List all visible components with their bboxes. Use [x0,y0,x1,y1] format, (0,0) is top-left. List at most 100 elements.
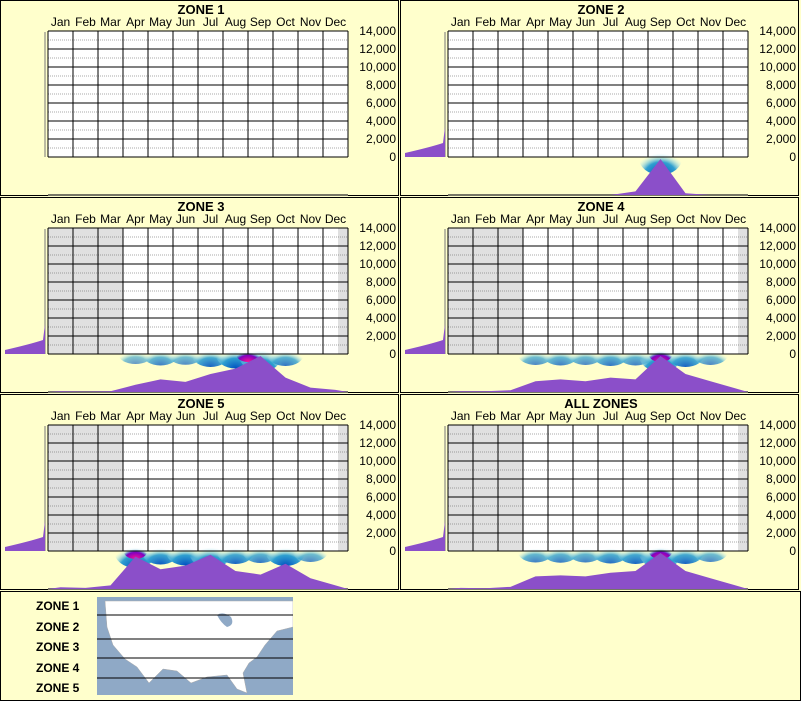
month-label: Sep [649,409,672,423]
y-tick-label: 0 [789,347,796,361]
month-label: Feb [475,409,496,423]
month-label: Mar [500,15,521,29]
month-axis: Jan Feb Mar Apr May Jun Jul Aug Sep Oct Nov Dec [48,15,348,29]
heatmap-plot [405,30,749,196]
month-label: Aug [624,15,647,29]
month-label: Nov [299,212,322,226]
month-label: Mar [500,212,521,226]
month-label: Jul [202,212,219,226]
y-tick-label: 10,000 [759,60,796,74]
month-label: Jan [50,409,71,423]
y-tick-label: 2,000 [365,132,396,146]
month-label: Nov [299,409,322,423]
month-label: Aug [624,212,647,226]
zone-map-legend: ZONE 1 ZONE 2 ZONE 3 ZONE 4 ZONE 5 [0,591,801,701]
y-tick-label: 6,000 [765,96,796,110]
y-axis: 14,000 12,000 10,000 8,000 6,000 4,000 2,000 0 [751,418,796,562]
month-label: Oct [276,15,295,29]
y-tick-label: 6,000 [765,490,796,504]
zone-legend-label: ZONE 1 [36,599,80,613]
month-label: Feb [75,409,96,423]
panel-title: ZONE 1 [177,2,225,17]
panel-title: ALL ZONES [564,396,638,411]
zone-panel: ZONE 4 Jan Feb Mar Apr May Jun Jul Aug Sep Oct Nov D… [400,197,799,393]
month-label: Feb [75,212,96,226]
month-label: Sep [249,409,272,423]
y-tick-label: 12,000 [759,42,796,56]
month-label: Nov [699,409,722,423]
zone-panel: ZONE 3 Jan Feb Mar Apr May Jun Jul Aug Sep Oct Nov D… [0,197,399,393]
month-label: Dec [724,15,747,29]
y-tick-label: 8,000 [365,78,396,92]
y-tick-label: 6,000 [365,293,396,307]
y-tick-label: 14,000 [359,24,396,38]
month-label: Oct [276,212,295,226]
month-label: Dec [324,212,347,226]
y-tick-label: 0 [389,544,396,558]
month-label: Dec [724,212,747,226]
heatmap-plot [405,424,749,590]
heatmap-plot [405,227,749,393]
month-label: Feb [75,15,96,29]
heatmap-plot [5,227,349,393]
y-tick-label: 4,000 [765,508,796,522]
y-tick-label: 8,000 [365,472,396,486]
y-tick-label: 0 [789,150,796,164]
month-label: Jun [175,15,196,29]
month-label: Apr [126,409,145,423]
y-tick-label: 4,000 [365,311,396,325]
month-label: Mar [100,212,121,226]
month-label: Dec [724,409,747,423]
y-tick-label: 2,000 [365,526,396,540]
month-label: Aug [624,409,647,423]
y-tick-label: 14,000 [759,221,796,235]
month-axis: Jan Feb Mar Apr May Jun Jul Aug Sep Oct Nov Dec [48,212,348,226]
y-tick-label: 2,000 [765,132,796,146]
month-label: May [149,409,172,423]
y-tick-label: 10,000 [359,60,396,74]
month-label: Oct [676,212,695,226]
month-label: Sep [649,212,672,226]
month-label: Aug [224,212,247,226]
month-label: Jun [575,15,596,29]
y-tick-label: 14,000 [759,418,796,432]
heatmap-plot [5,424,349,590]
y-tick-label: 2,000 [765,526,796,540]
y-tick-label: 12,000 [759,436,796,450]
y-tick-label: 8,000 [765,472,796,486]
month-label: Dec [324,409,347,423]
y-tick-label: 14,000 [359,418,396,432]
y-tick-label: 0 [389,347,396,361]
panel-title: ZONE 3 [177,199,225,214]
month-label: Apr [526,212,545,226]
zone-legend-label: ZONE 2 [36,619,80,634]
month-label: Mar [100,409,121,423]
y-tick-label: 4,000 [365,114,396,128]
y-tick-label: 2,000 [365,329,396,343]
y-tick-label: 8,000 [365,275,396,289]
month-label: Jul [602,212,619,226]
month-label: Nov [699,15,722,29]
y-tick-label: 10,000 [359,257,396,271]
month-label: Jan [450,409,471,423]
y-tick-label: 10,000 [359,454,396,468]
month-axis: Jan Feb Mar Apr May Jun Jul Aug Sep Oct Nov Dec [448,212,748,226]
y-tick-label: 6,000 [365,96,396,110]
y-tick-label: 12,000 [359,42,396,56]
zone-panel: ZONE 2 Jan Feb Mar Apr May Jun Jul Aug Sep Oct Nov D… [400,0,799,196]
month-label: Jun [575,409,596,423]
y-tick-label: 2,000 [765,329,796,343]
month-label: Apr [526,15,545,29]
month-label: Aug [224,409,247,423]
month-label: Jul [602,409,619,423]
y-tick-label: 10,000 [759,257,796,271]
y-tick-label: 12,000 [759,239,796,253]
month-label: Feb [475,15,496,29]
month-label: Oct [276,409,295,423]
month-label: Jan [50,212,71,226]
month-label: Apr [126,212,145,226]
y-axis: 14,000 12,000 10,000 8,000 6,000 4,000 2,000 0 [751,24,796,168]
zone-panel: ZONE 1 Jan Feb Mar Apr May Jun Jul Aug Sep Oct Nov D… [0,0,399,196]
zone-legend-label: ZONE 5 [36,681,80,695]
